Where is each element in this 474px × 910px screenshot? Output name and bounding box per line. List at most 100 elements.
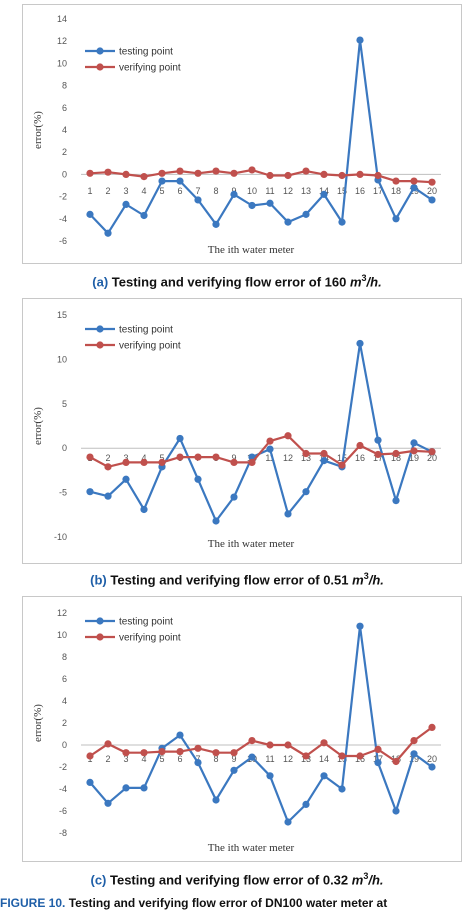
chart-a-xtick-label: 13 bbox=[301, 186, 311, 196]
chart-b-testing-point-marker bbox=[392, 496, 400, 505]
chart-c-ytick-label: -8 bbox=[59, 828, 67, 838]
chart-b-ytick-label: 10 bbox=[57, 354, 67, 364]
chart-b-testing-point-marker bbox=[356, 339, 364, 348]
chart-c-verifying-point-marker bbox=[104, 740, 112, 748]
chart-c-ytick-label: 4 bbox=[62, 696, 67, 706]
chart-a-xtick-label: 17 bbox=[373, 186, 383, 196]
chart-a-testing-point-marker bbox=[338, 218, 346, 226]
chart-b-testing-point-marker bbox=[374, 436, 382, 444]
chart-a-testing-point-marker bbox=[392, 215, 400, 223]
chart-a-verifying-point-marker bbox=[320, 170, 328, 178]
figure-caption-label: FIGURE 10. bbox=[0, 896, 66, 910]
chart-a-xtick-label: 12 bbox=[283, 186, 293, 196]
chart-a-ytick-label: 8 bbox=[62, 81, 67, 91]
chart-c-xtick-label: 6 bbox=[177, 754, 182, 764]
chart-c-xtick-label: 9 bbox=[231, 754, 236, 764]
chart-b-xtick-label: 11 bbox=[265, 453, 274, 463]
chart-c-ylabel: error(%) bbox=[32, 704, 44, 742]
chart-a-xlabel: The ith water meter bbox=[208, 244, 295, 256]
chart-b-ytick-label: 5 bbox=[62, 399, 67, 409]
chart-a-testing-point-marker bbox=[302, 210, 310, 218]
chart-c-verifying-point-marker bbox=[374, 745, 382, 753]
chart-b-testing-point-marker bbox=[284, 510, 292, 518]
chart-a-ytick-label: 2 bbox=[62, 147, 67, 157]
chart-b-xtick-label: 3 bbox=[123, 453, 128, 463]
chart-a-caption-unit: m bbox=[349, 274, 362, 290]
chart-c-testing-point-marker bbox=[140, 784, 148, 792]
chart-c-xtick-label: 20 bbox=[427, 754, 437, 764]
chart-c-caption: (c) Testing and verifying flow error of … bbox=[0, 871, 474, 887]
chart-b-verifying-point-marker bbox=[410, 447, 418, 455]
chart-a-xtick-label: 15 bbox=[337, 186, 347, 196]
chart-b-xtick-label: 2 bbox=[105, 453, 110, 463]
chart-a-verifying-point-marker bbox=[392, 177, 400, 185]
chart-c-testing-point-marker bbox=[356, 622, 364, 630]
chart-c-verifying-point-marker bbox=[176, 748, 184, 756]
chart-b-verifying-point-marker bbox=[212, 453, 220, 461]
chart-b-xtick-label: 9 bbox=[231, 453, 236, 463]
chart-c-ytick-label: 10 bbox=[57, 630, 67, 640]
chart-b-verifying-point-marker bbox=[122, 458, 130, 467]
chart-b-testing-point-marker bbox=[302, 488, 310, 496]
chart-c-testing-point-marker bbox=[410, 750, 418, 758]
chart-a-legend-testing-point-label: testing point bbox=[119, 47, 173, 58]
chart-c-ytick-label: 12 bbox=[57, 608, 67, 618]
chart-a-xtick-label: 20 bbox=[427, 186, 437, 196]
chart-c-xtick-label: 19 bbox=[409, 754, 419, 764]
chart-b-verifying-point-marker bbox=[428, 448, 436, 456]
chart-b-verifying-point-marker bbox=[86, 453, 94, 461]
chart-b-caption-sup: 3 bbox=[363, 571, 369, 581]
chart-a-verifying-point-marker bbox=[176, 167, 184, 175]
chart-b-caption-tag: (b) bbox=[90, 572, 107, 588]
chart-b-caption-unit: m bbox=[352, 572, 364, 588]
chart-b-verifying-point-marker bbox=[320, 449, 328, 458]
chart-c-testing-point-marker bbox=[284, 818, 292, 826]
chart-b-verifying-point-marker bbox=[104, 463, 112, 471]
chart-c-verifying-point-marker bbox=[122, 749, 130, 757]
chart-a-verifying-point-marker bbox=[158, 169, 166, 177]
chart-b-xtick-label: 5 bbox=[159, 453, 164, 463]
chart-c-caption-unit: m bbox=[351, 872, 364, 888]
chart-b-testing-point-marker bbox=[122, 475, 130, 483]
chart-a-verifying-point-marker bbox=[86, 169, 94, 177]
chart-a-testing-point-marker bbox=[230, 190, 238, 198]
chart-c-ytick-label: 6 bbox=[62, 674, 67, 684]
chart-c-caption-sup: 3 bbox=[363, 871, 369, 881]
chart-a-verifying-point-marker bbox=[122, 170, 130, 178]
chart-b-verifying-point-marker bbox=[194, 453, 202, 461]
chart-a-verifying-point-marker bbox=[338, 171, 346, 180]
chart-c-xtick-label: 2 bbox=[105, 754, 110, 764]
chart-b-verifying-point-marker bbox=[374, 450, 382, 459]
chart-c-testing-point-marker bbox=[320, 772, 328, 780]
chart-a-testing-point-marker bbox=[104, 229, 112, 237]
chart-c-ytick-label: -6 bbox=[59, 806, 67, 816]
chart-b-verifying-point-marker bbox=[140, 458, 148, 467]
chart-a-caption-unit-tail: /h. bbox=[366, 274, 382, 290]
chart-c-testing-point-marker bbox=[212, 796, 220, 804]
chart-a-xtick-label: 2 bbox=[105, 186, 110, 196]
chart-b-testing-point-marker bbox=[266, 445, 274, 453]
chart-b-legend-testing-point-marker bbox=[96, 325, 104, 333]
chart-c-verifying-point-marker bbox=[338, 752, 346, 760]
chart-a-ytick-label: 0 bbox=[62, 169, 67, 179]
chart-a-testing-point-marker bbox=[248, 201, 256, 210]
chart-a-testing-point-marker bbox=[266, 199, 274, 207]
chart-b-caption: (b) Testing and verifying flow error of … bbox=[0, 571, 474, 587]
chart-a-ytick-label: -4 bbox=[59, 214, 67, 224]
chart-c-legend-testing-point-marker bbox=[96, 617, 104, 625]
chart-a-caption-sup: 3 bbox=[361, 273, 367, 283]
chart-b-verifying-point-marker bbox=[266, 437, 274, 445]
chart-a-verifying-point-marker bbox=[302, 167, 310, 175]
chart-a-verifying-point-marker bbox=[266, 171, 274, 180]
chart-b-caption-unit-tail: /h. bbox=[368, 572, 384, 588]
chart-c-verifying-point-marker bbox=[410, 737, 418, 745]
chart-a-ytick-label: -6 bbox=[59, 236, 67, 246]
chart-a-legend-testing-point-marker bbox=[96, 47, 104, 55]
chart-a-testing-point-marker bbox=[320, 190, 328, 198]
chart-c-verifying-point-marker bbox=[212, 749, 220, 757]
chart-c-legend-verifying-point-marker bbox=[96, 633, 104, 641]
chart-b-testing-point-marker bbox=[86, 488, 94, 496]
chart-a-ytick-label: 4 bbox=[62, 125, 67, 135]
chart-b-testing-point-marker bbox=[104, 492, 112, 500]
chart-b-xtick-label: 15 bbox=[337, 453, 347, 463]
